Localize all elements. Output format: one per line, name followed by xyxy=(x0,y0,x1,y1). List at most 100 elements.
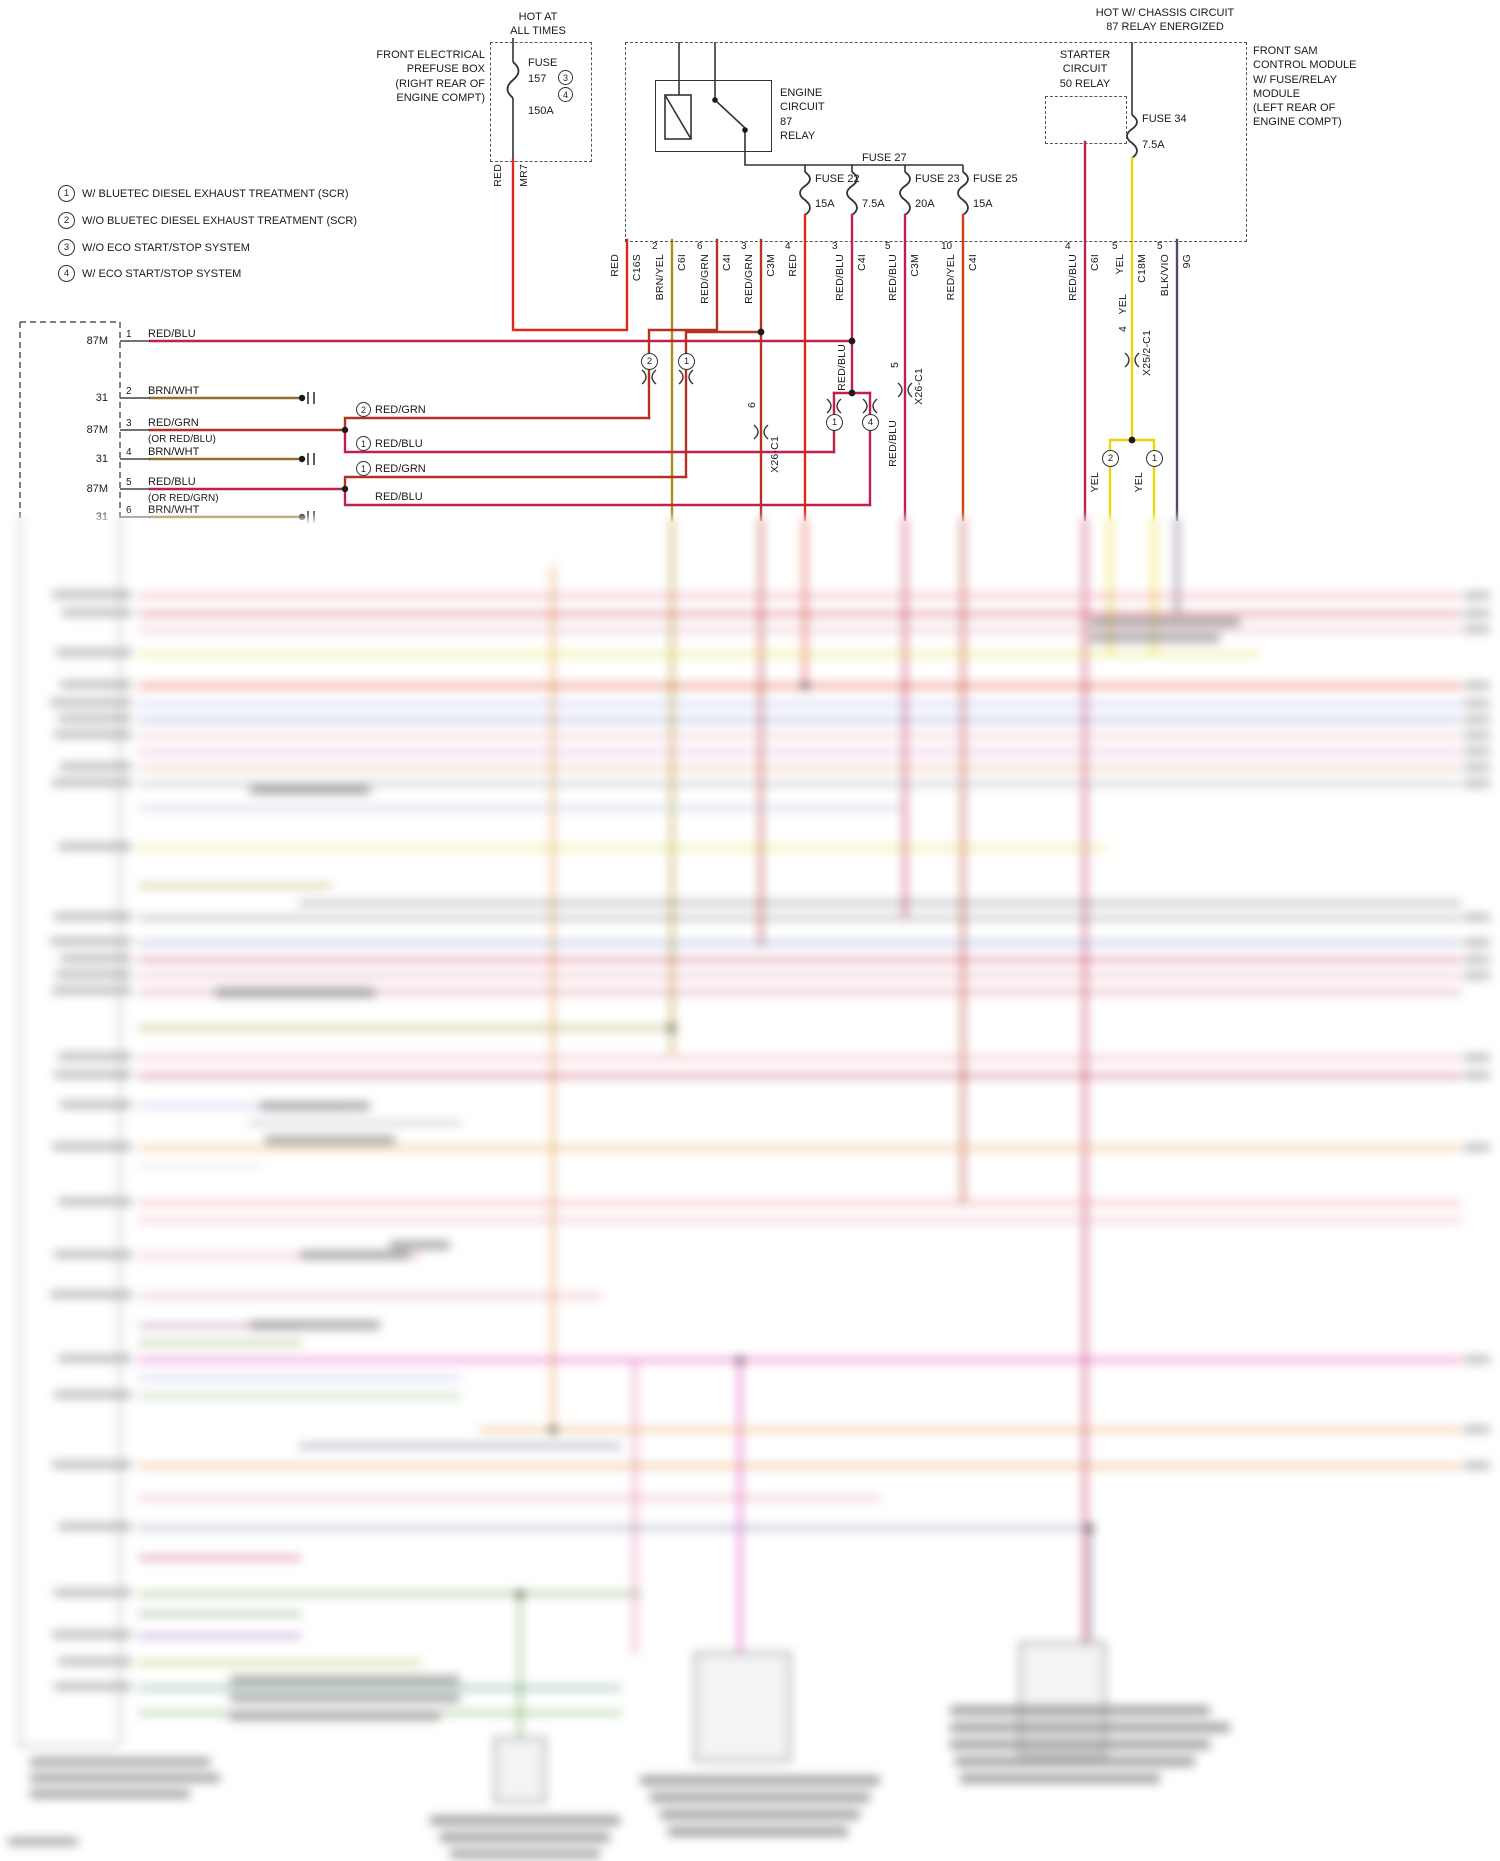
exit-1-connector: C16S xyxy=(631,254,643,282)
branch-2-wire-color: RED/BLU xyxy=(375,438,423,450)
exit-10-wire-color: YEL xyxy=(1114,254,1126,275)
exit-9-pin: 4 xyxy=(1065,241,1071,252)
exit-11-wire-color: BLK/VIO xyxy=(1159,254,1171,297)
branch-2-variant-circle: 1 xyxy=(356,436,371,451)
exit-2-wire-color: BRN/YEL xyxy=(654,254,666,301)
row-4-wire-color: BRN/WHT xyxy=(148,446,200,458)
redgrn-merge-variant-1-circle: 1 xyxy=(678,353,695,370)
row-1-pin: 1 xyxy=(126,329,132,340)
engine-relay-label: ENGINE CIRCUIT 87 RELAY xyxy=(780,87,825,142)
legend-3-text: W/O ECO START/STOP SYSTEM xyxy=(82,242,250,254)
prefuse-box xyxy=(490,42,592,162)
exit-9-wire-color: RED/BLU xyxy=(1067,254,1079,301)
sam-module-box xyxy=(625,42,1247,242)
legend-4-circle: 4 xyxy=(58,265,75,282)
exit-4-wire-color: RED/GRN xyxy=(743,254,755,304)
exit-2-connector: C6I xyxy=(676,254,688,271)
ground-connector-ticks xyxy=(307,392,315,523)
exit-6-connector: C4I xyxy=(856,254,868,271)
exit-11-connector: 9G xyxy=(1181,254,1193,269)
row-5-wire-color: RED/BLU xyxy=(148,476,196,488)
row-4-terminal: 31 xyxy=(95,453,108,465)
starter-relay-label: STARTER CIRCUIT 50 RELAY xyxy=(1059,49,1111,90)
fuse-27-rating: 7.5A xyxy=(862,198,885,210)
row-2-pin: 2 xyxy=(126,386,132,397)
engine-relay-box xyxy=(655,80,772,152)
yel-vertical-label: YEL xyxy=(1117,294,1129,315)
row-3-pin: 3 xyxy=(126,418,132,429)
yel-branch-b-label: YEL xyxy=(1133,472,1145,493)
row-5-pin: 5 xyxy=(126,477,132,488)
row-6-pin: 6 xyxy=(126,505,132,516)
exit-9-connector: C6I xyxy=(1089,254,1101,271)
row-5-terminal: 87M xyxy=(86,483,108,495)
fuse-25-name: FUSE 25 xyxy=(973,173,1018,185)
branch-4-wire-color: RED/BLU xyxy=(375,491,423,503)
redblu-split-variant-4-circle: 4 xyxy=(862,414,879,431)
blurred-lower-diagram xyxy=(0,518,1500,1861)
exit-4-pin: 3 xyxy=(741,241,747,252)
exit-7-pin: 5 xyxy=(885,241,891,252)
fuse-157-number: 157 xyxy=(528,73,547,85)
junction-dots xyxy=(298,97,1136,521)
exit-5-pin: 4 xyxy=(785,241,791,252)
fuse-25-rating: 15A xyxy=(973,198,993,210)
exit-3-pin: 6 xyxy=(697,241,703,252)
x25-2-c1-connector-label: X25/2-C1 xyxy=(1141,330,1153,376)
x25-2-c1-pin4-label: 4 xyxy=(1117,326,1129,333)
fuse-27-name: FUSE 27 xyxy=(862,152,907,164)
hot-at-all-times-label: HOT AT ALL TIMES xyxy=(510,11,566,38)
branch-1-wire-color: RED/GRN xyxy=(375,404,426,416)
starter-relay-box xyxy=(1045,96,1127,144)
prefuse-wire-id-label: MR7 xyxy=(518,164,530,187)
exit-11-pin: 5 xyxy=(1157,241,1163,252)
exit-1-wire-color: RED xyxy=(609,254,621,277)
exit-8-wire-color: RED/YEL xyxy=(945,254,957,301)
row-3-wire-alt: (OR RED/BLU) xyxy=(148,434,216,445)
left-module-outline xyxy=(19,321,121,520)
row-2-wire-color: BRN/WHT xyxy=(148,385,200,397)
row-4-pin: 4 xyxy=(126,447,132,458)
row-5-wire-alt: (OR RED/GRN) xyxy=(148,493,219,504)
x26-c1-pin6-label: 6 xyxy=(746,402,758,409)
fuse-23-rating: 20A xyxy=(915,198,935,210)
exit-8-connector: C4I xyxy=(967,254,979,271)
exit-7-wire-color: RED/BLU xyxy=(887,254,899,301)
row-6-wire-color: BRN/WHT xyxy=(148,504,200,516)
row-1-terminal: 87M xyxy=(86,335,108,347)
fuse-22-name: FUSE 22 xyxy=(815,173,860,185)
row-1-wire-color: RED/BLU xyxy=(148,328,196,340)
x26-c1-connector-label-a: X26-C1 xyxy=(913,368,925,405)
exit-8-pin: 10 xyxy=(941,241,953,252)
fuse-157-name: FUSE xyxy=(528,57,558,69)
x26-c1-pin5-label: 5 xyxy=(889,362,901,369)
redgrn-merge-variant-2-circle: 2 xyxy=(641,353,658,370)
pin-stubs xyxy=(120,340,150,518)
hot-chassis-label: HOT W/ CHASSIS CIRCUIT 87 RELAY ENERGIZE… xyxy=(1095,7,1235,34)
exit-3-connector: C4I xyxy=(721,254,733,271)
prefuse-wire-color-label: RED xyxy=(492,164,504,187)
exit-7-connector: C3M xyxy=(909,254,921,277)
fuse-157-rating: 150A xyxy=(528,105,554,117)
exit-2-pin: 2 xyxy=(652,241,658,252)
wire-lines xyxy=(148,140,1179,522)
legend-2-circle: 2 xyxy=(58,212,75,229)
fuse-symbols xyxy=(506,61,1138,216)
legend-2-text: W/O BLUETEC DIESEL EXHAUST TREATMENT (SC… xyxy=(82,215,358,227)
exit-6-wire-color: RED/BLU xyxy=(834,254,846,301)
sam-module-label: FRONT SAM CONTROL MODULE W/ FUSE/RELAY M… xyxy=(1253,45,1357,129)
exit-5-wire-color: RED xyxy=(787,254,799,277)
row-2-terminal: 31 xyxy=(95,392,108,404)
schematic-lines xyxy=(19,38,1179,523)
redblu-vertical-label: RED/BLU xyxy=(836,344,848,391)
branch-3-wire-color: RED/GRN xyxy=(375,463,426,475)
legend-1-circle: 1 xyxy=(58,185,75,202)
exit-10-pin: 5 xyxy=(1112,241,1118,252)
fuse-157-variant-4-circle: 4 xyxy=(558,87,573,102)
legend-4-text: W/ ECO START/STOP SYSTEM xyxy=(82,268,242,280)
fuse-22-rating: 15A xyxy=(815,198,835,210)
branch-1-variant-circle: 2 xyxy=(356,402,371,417)
exit-10-connector: C18M xyxy=(1136,254,1148,283)
fuse-157-variant-3-circle: 3 xyxy=(558,70,573,85)
